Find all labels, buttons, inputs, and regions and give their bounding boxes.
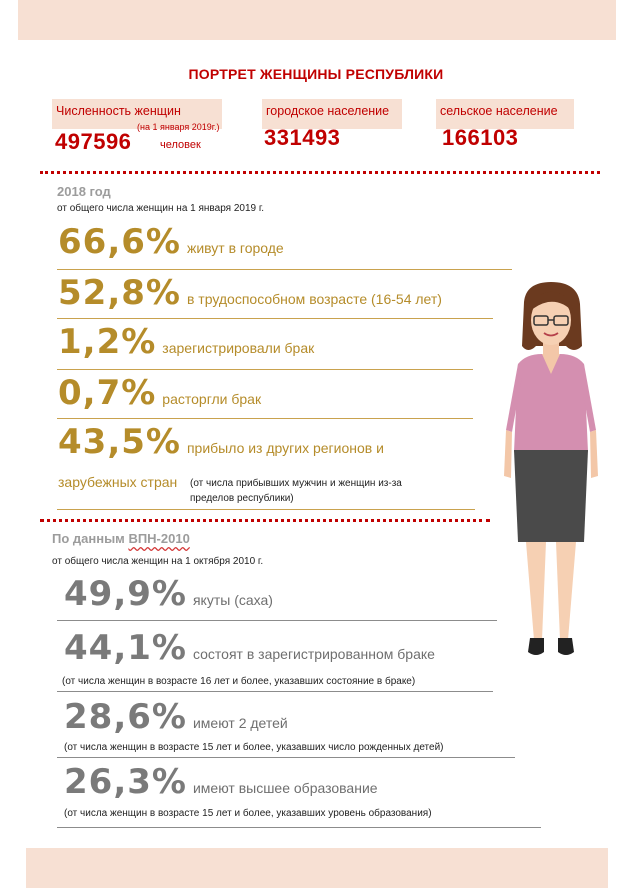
stat-text: якуты (саха) <box>192 592 273 608</box>
stat-text: имеют 2 детей <box>192 715 288 731</box>
bottom-band <box>26 848 608 888</box>
rural-box: сельское население <box>436 99 574 129</box>
stat-footnote: (от числа женщин в возрасте 15 лет и бол… <box>64 742 444 753</box>
section-divider-1 <box>40 171 600 174</box>
stat-value: 49,9% <box>64 574 187 614</box>
stat-row: 1,2% зарегистрировали брак <box>58 322 314 362</box>
row-rule <box>57 418 473 419</box>
section2-subheading: от общего числа женщин на 1 октября 2010… <box>52 556 264 567</box>
section2-heading-prefix: По данным <box>52 531 125 546</box>
stat-text: имеют высшее образование <box>192 780 378 796</box>
urban-value: 331493 <box>264 125 341 150</box>
row-rule <box>57 620 497 621</box>
women-count-label: Численность женщин <box>56 104 181 118</box>
stat-continuation: зарубежных стран <box>58 474 177 492</box>
rural-label: сельское население <box>440 104 558 118</box>
stat-value: 44,1% <box>64 628 187 668</box>
stat-continuation-text: зарубежных стран <box>58 474 178 490</box>
stat-row: 26,3% имеют высшее образование <box>64 762 378 802</box>
stat-value: 0,7% <box>58 373 157 413</box>
row-rule <box>57 509 475 510</box>
row-rule <box>57 318 493 319</box>
stat-row: 43,5% прибыло из других регионов и <box>58 422 384 462</box>
stat-footnote: (от числа женщин в возрасте 16 лет и бол… <box>62 676 416 687</box>
stat-value: 26,3% <box>64 762 187 802</box>
section2-heading: По данным ВПН-2010 <box>52 531 190 546</box>
stat-value: 52,8% <box>58 273 181 313</box>
stat-footnote: (от числа женщин в возрасте 15 лет и бол… <box>64 808 432 819</box>
section2-heading-census: ВПН-2010 <box>128 531 190 546</box>
row-rule <box>57 827 541 828</box>
stat-text: состоят в зарегистрированном браке <box>192 646 435 662</box>
stat-text: зарегистрировали брак <box>162 340 315 356</box>
urban-box: городское население <box>262 99 402 129</box>
stat-footnote: пределов республики) <box>190 493 294 504</box>
stat-row: 66,6% живут в городе <box>58 222 284 262</box>
stat-row: 0,7% расторгли брак <box>58 373 261 413</box>
stat-footnote: (от числа прибывших мужчин и женщин из-з… <box>190 478 402 489</box>
section1-subheading: от общего числа женщин на 1 января 2019 … <box>57 203 265 214</box>
women-count-unit: человек <box>160 139 201 151</box>
stat-text: живут в городе <box>186 240 284 256</box>
stat-text: прибыло из других регионов и <box>186 440 384 456</box>
section-divider-2 <box>40 519 490 522</box>
top-band <box>18 0 616 40</box>
stat-text: в трудоспособном возрасте (16-54 лет) <box>186 291 442 307</box>
stat-row: 28,6% имеют 2 детей <box>64 697 288 737</box>
stat-value: 1,2% <box>58 322 157 362</box>
woman-figure-icon <box>504 282 598 655</box>
women-count-box: Численность женщин <box>52 99 222 129</box>
stat-value: 28,6% <box>64 697 187 737</box>
stat-text: расторгли брак <box>162 391 262 407</box>
urban-label: городское население <box>266 104 390 118</box>
row-rule <box>57 369 473 370</box>
stat-value: 66,6% <box>58 222 181 262</box>
page-title: ПОРТРЕТ ЖЕНЩИНЫ РЕСПУБЛИКИ <box>188 66 444 82</box>
row-rule <box>57 269 512 270</box>
women-count-note: (на 1 января 2019г.) <box>137 122 220 132</box>
stat-row: 44,1% состоят в зарегистрированном браке <box>64 628 435 668</box>
section1-heading: 2018 год <box>57 184 111 199</box>
stat-row: 52,8% в трудоспособном возрасте (16-54 ле… <box>58 273 442 313</box>
row-rule <box>57 757 515 758</box>
rural-value: 166103 <box>442 125 519 150</box>
women-count-value: 497596 <box>55 129 132 154</box>
row-rule <box>57 691 493 692</box>
stat-value: 43,5% <box>58 422 181 462</box>
stat-row: 49,9% якуты (саха) <box>64 574 273 614</box>
